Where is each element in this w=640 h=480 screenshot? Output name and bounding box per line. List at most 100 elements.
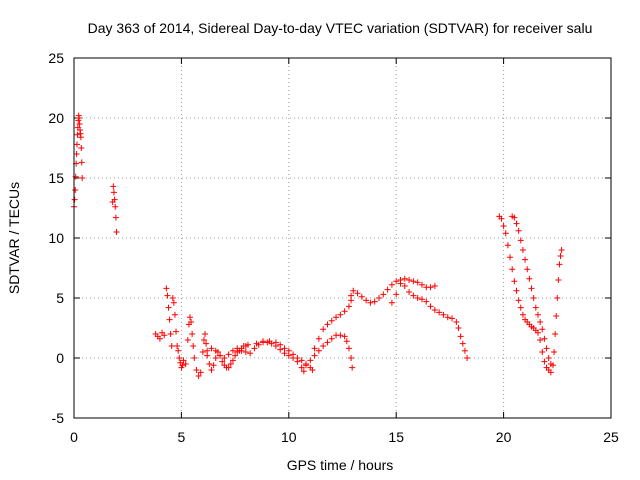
data-point <box>350 287 357 294</box>
data-point <box>502 230 509 237</box>
y-tick-label: 10 <box>48 230 64 246</box>
data-point <box>401 275 408 282</box>
data-point <box>277 341 284 348</box>
data-point <box>182 361 189 367</box>
data-point <box>526 275 533 282</box>
data-point <box>229 357 236 364</box>
data-point <box>534 329 541 336</box>
data-point <box>558 247 565 253</box>
data-point <box>176 355 183 361</box>
data-point <box>76 115 83 121</box>
data-point <box>311 352 318 359</box>
data-point <box>528 285 535 292</box>
data-point <box>208 345 215 352</box>
data-point <box>555 277 562 283</box>
data-point <box>225 351 232 358</box>
data-point <box>77 134 84 141</box>
data-point <box>71 196 78 203</box>
data-point <box>200 337 207 343</box>
data-point <box>464 355 471 361</box>
data-point <box>173 328 180 335</box>
data-point <box>203 340 210 347</box>
data-point <box>251 345 258 352</box>
data-point <box>530 295 537 301</box>
data-point <box>513 220 520 227</box>
data-point <box>285 347 292 354</box>
data-point <box>167 331 174 337</box>
data-point <box>406 289 413 295</box>
data-point <box>515 227 522 234</box>
x-tick-label: 10 <box>281 429 297 445</box>
data-point <box>227 361 234 367</box>
data-point <box>328 335 335 342</box>
data-point <box>315 347 322 354</box>
data-point <box>553 313 560 319</box>
data-point <box>179 362 186 369</box>
data-point <box>199 349 206 355</box>
data-point <box>541 358 548 365</box>
data-point <box>112 203 119 210</box>
data-point <box>552 331 559 337</box>
data-point <box>78 159 85 166</box>
data-point <box>333 314 340 321</box>
data-point <box>551 349 558 355</box>
data-point <box>517 237 524 244</box>
data-point <box>453 319 460 325</box>
data-point <box>543 345 550 352</box>
x-tick-label: 0 <box>70 429 78 445</box>
data-point <box>541 335 548 342</box>
data-point <box>511 214 518 221</box>
data-point <box>315 335 322 342</box>
data-point <box>444 314 451 321</box>
data-point <box>547 369 554 376</box>
data-point <box>112 214 119 221</box>
data-point <box>517 304 524 311</box>
data-point <box>431 307 438 313</box>
data-point <box>537 337 544 343</box>
data-point <box>345 303 352 310</box>
data-point <box>189 331 196 337</box>
data-point <box>427 284 434 291</box>
data-point <box>393 291 400 298</box>
data-point <box>163 285 170 292</box>
data-point <box>73 151 80 157</box>
y-tick-label: 25 <box>48 50 64 66</box>
data-point <box>204 347 211 354</box>
data-point <box>515 297 522 304</box>
data-point <box>414 295 421 301</box>
data-point <box>556 261 563 268</box>
data-point <box>545 355 552 361</box>
data-point <box>337 332 344 339</box>
data-point <box>197 369 204 376</box>
data-point <box>169 295 176 301</box>
data-point <box>393 278 400 285</box>
data-point <box>498 215 505 222</box>
data-point <box>436 309 443 316</box>
data-point <box>161 332 168 339</box>
data-point <box>519 247 526 253</box>
data-point <box>76 121 83 127</box>
data-point <box>341 308 348 315</box>
data-point <box>290 351 297 358</box>
data-point <box>371 298 378 305</box>
data-point <box>500 223 507 229</box>
data-point <box>557 253 564 259</box>
data-point <box>238 347 245 354</box>
data-point <box>459 340 466 347</box>
grid-lines <box>74 58 611 418</box>
data-point <box>79 175 86 181</box>
data-point <box>380 291 387 298</box>
data-point <box>72 187 79 193</box>
data-point <box>193 367 200 373</box>
data-point <box>440 311 447 318</box>
data-point <box>266 338 273 345</box>
data-point <box>534 311 541 318</box>
data-point <box>539 326 546 333</box>
y-tick-label: -5 <box>52 410 65 426</box>
data-point <box>302 362 309 369</box>
data-point <box>168 343 175 349</box>
data-point <box>384 286 391 293</box>
data-point <box>202 331 209 337</box>
data-point <box>524 266 531 273</box>
